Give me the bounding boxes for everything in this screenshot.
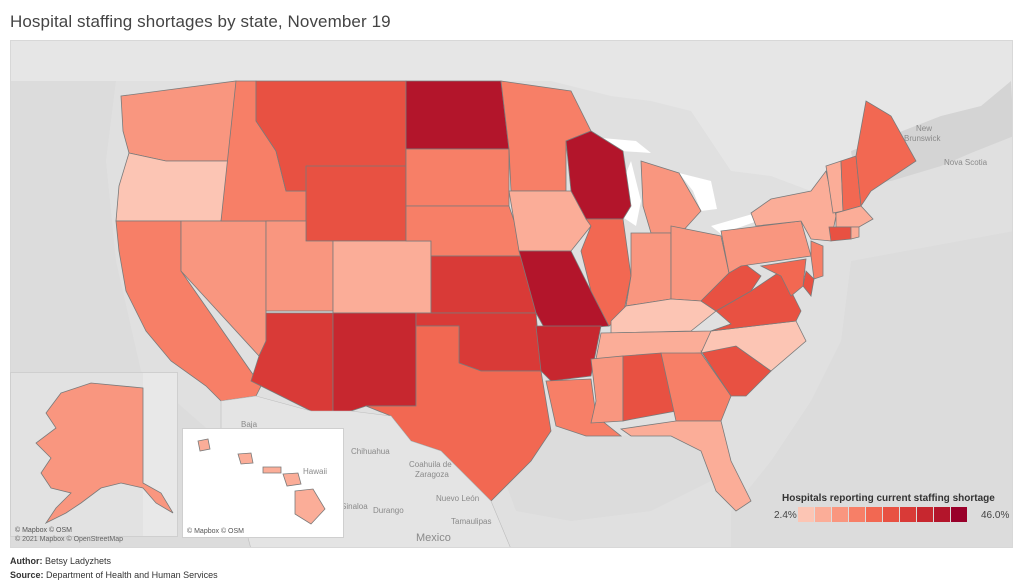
- label-durango: Durango: [373, 506, 404, 515]
- hawaii-islands: [197, 438, 326, 525]
- label-chihuahua: Chihuahua: [351, 447, 390, 456]
- map-credit: © 2021 Mapbox © OpenStreetMap: [15, 536, 123, 543]
- state-massachusetts[interactable]: [835, 205, 874, 228]
- state-virginia[interactable]: [710, 270, 802, 332]
- label-nova-scotia: Nova Scotia: [944, 158, 988, 167]
- state-mississippi[interactable]: [590, 355, 624, 424]
- state-connecticut[interactable]: [828, 226, 852, 242]
- gulf-of-mexico: [501, 426, 711, 521]
- state-illinois[interactable]: [580, 218, 632, 327]
- legend-swatch: [917, 507, 933, 522]
- label-mexico: Mexico: [416, 532, 451, 544]
- source-value: Department of Health and Human Services: [46, 570, 218, 580]
- alaska-credit: © Mapbox © OSM: [15, 527, 72, 534]
- state-florida[interactable]: [619, 420, 752, 512]
- state-iowa[interactable]: [508, 190, 592, 252]
- state-wisconsin[interactable]: [565, 130, 632, 220]
- lake-erie: [711, 213, 763, 234]
- label-tamaulipas: Tamaulipas: [451, 517, 491, 526]
- state-delaware[interactable]: [802, 270, 815, 297]
- footer-author: Author: Betsy Ladyzhets: [10, 556, 111, 566]
- label-coahuila-1: Coahuila de: [409, 460, 452, 469]
- state-maryland[interactable]: [759, 258, 807, 297]
- state-minnesota[interactable]: [500, 80, 592, 192]
- state-oregon[interactable]: [115, 152, 237, 222]
- legend-swatches: [798, 507, 968, 522]
- state-indiana[interactable]: [625, 232, 672, 307]
- label-nuevo-leon: Nuevo León: [436, 494, 479, 503]
- state-colorado[interactable]: [332, 240, 432, 314]
- alaska-inset[interactable]: © Mapbox © OSM: [10, 372, 178, 537]
- author-label: Author:: [10, 556, 43, 566]
- legend-swatch: [883, 507, 899, 522]
- hawaii-island-oahu[interactable]: [237, 452, 254, 465]
- hawaii-island-big[interactable]: [294, 488, 326, 525]
- legend-swatch: [815, 507, 831, 522]
- state-alaska[interactable]: [35, 382, 174, 525]
- author-value: Betsy Ladyzhets: [45, 556, 112, 566]
- state-new-mexico[interactable]: [332, 312, 417, 417]
- state-georgia[interactable]: [660, 352, 732, 422]
- legend-swatch: [934, 507, 950, 522]
- legend: Hospitals reporting current staffing sho…: [774, 493, 1014, 523]
- state-wyoming[interactable]: [305, 165, 407, 242]
- hawaii-credit: © Mapbox © OSM: [187, 528, 244, 535]
- legend-swatch: [951, 507, 967, 522]
- legend-swatch: [900, 507, 916, 522]
- hawaii-svg: Hawaii: [183, 429, 343, 537]
- canada-land-ak: [143, 373, 177, 536]
- atlantic-ocean: [731, 231, 1012, 547]
- legend-swatch: [832, 507, 848, 522]
- label-new-brunswick-2: Brunswick: [904, 134, 941, 143]
- state-south-dakota[interactable]: [405, 148, 510, 207]
- legend-swatch: [866, 507, 882, 522]
- state-kansas[interactable]: [430, 255, 537, 314]
- legend-swatch: [798, 507, 814, 522]
- label-new-brunswick-1: New: [916, 124, 932, 133]
- source-label: Source:: [10, 570, 44, 580]
- legend-title: Hospitals reporting current staffing sho…: [782, 493, 995, 504]
- footer-source: Source: Department of Health and Human S…: [10, 570, 218, 580]
- alaska-svg: [11, 373, 177, 536]
- legend-min-label: 2.4%: [774, 510, 797, 521]
- legend-max-label: 46.0%: [981, 510, 1010, 521]
- label-sinaloa: Sinaloa: [341, 502, 368, 511]
- label-hawaii: Hawaii: [303, 467, 327, 476]
- lake-huron: [679, 173, 717, 211]
- label-baja: Baja: [241, 420, 258, 429]
- state-rhode-island[interactable]: [850, 226, 860, 240]
- us-states: [115, 80, 917, 512]
- hawaii-island-molokai[interactable]: [262, 466, 282, 474]
- label-coahuila-2: Zaragoza: [415, 470, 449, 479]
- state-new-jersey[interactable]: [810, 240, 824, 280]
- state-arkansas[interactable]: [535, 325, 602, 382]
- hawaii-island-maui[interactable]: [282, 472, 302, 487]
- state-alabama[interactable]: [622, 352, 677, 422]
- hawaii-island-kauai[interactable]: [197, 438, 211, 452]
- legend-swatch: [849, 507, 865, 522]
- hawaii-inset[interactable]: Hawaii © Mapbox © OSM: [182, 428, 344, 538]
- state-north-dakota[interactable]: [405, 80, 510, 150]
- chart-title: Hospital staffing shortages by state, No…: [10, 12, 391, 31]
- canada-land: [11, 41, 1012, 191]
